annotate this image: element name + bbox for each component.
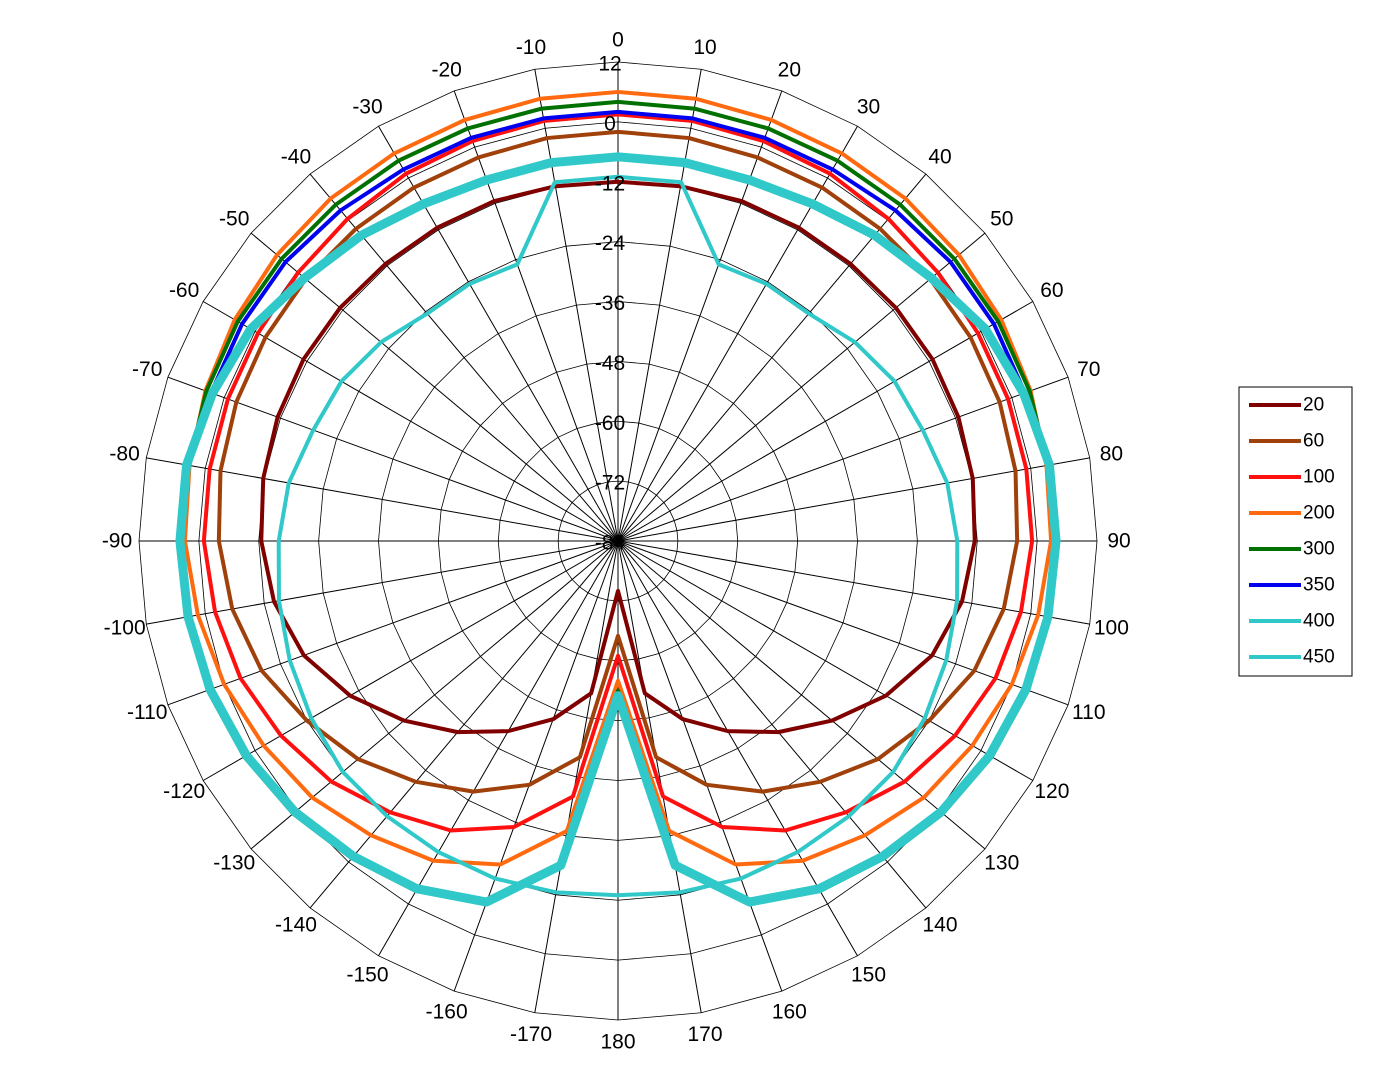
legend-box: [1238, 386, 1353, 677]
angle-tick-label: -20: [431, 59, 461, 82]
series-line-400: [276, 174, 960, 898]
angle-tick-label: -80: [109, 443, 139, 466]
angle-tick-label: 110: [1072, 701, 1105, 724]
angle-tick-label: 130: [984, 852, 1019, 875]
grid-spoke: [617, 125, 858, 542]
legend-label: 350: [1303, 575, 1335, 596]
grid-spoke: [309, 540, 619, 909]
radial-tick-label: 12: [598, 53, 621, 76]
grid-spoke: [617, 457, 1090, 542]
angle-tick-label: 100: [1094, 616, 1129, 639]
radial-tick-label: -24: [595, 232, 626, 255]
angle-tick-label: 150: [851, 963, 886, 986]
grid-spoke: [250, 232, 619, 542]
grid-spoke: [617, 69, 702, 542]
grid-spoke: [202, 301, 619, 542]
grid-spoke: [617, 540, 783, 992]
grid-spoke: [617, 540, 1034, 781]
angle-tick-label: 0: [612, 29, 624, 52]
grid-spoke: [617, 232, 986, 542]
angle-tick-label: -130: [213, 852, 255, 875]
radial-tick-label: 0: [604, 112, 616, 135]
grid-spoke: [146, 457, 619, 542]
grid-spoke: [617, 540, 702, 1013]
grid-spoke: [167, 376, 619, 542]
radial-tick-label: -12: [595, 172, 625, 195]
angle-tick-label: 160: [772, 1000, 807, 1023]
grid-spoke: [534, 540, 619, 1013]
grid-spoke: [453, 90, 619, 542]
radial-tick-labels: 12 0 -12 -24 -36 -48 -60 -72 -84: [595, 53, 626, 555]
legend-label: 450: [1303, 647, 1335, 668]
angle-tick-label: -50: [219, 207, 249, 230]
legend-label: 200: [1303, 503, 1335, 524]
angle-tick-label: -110: [127, 701, 167, 724]
angle-tick-label: -170: [510, 1023, 552, 1046]
angle-tick-label: -150: [346, 963, 388, 986]
legend-label: 20: [1303, 395, 1324, 416]
angle-tick-label: -120: [163, 780, 205, 803]
series-group: [175, 89, 1061, 907]
legend-label: 400: [1303, 611, 1335, 632]
grid-spoke: [617, 540, 927, 909]
angle-tick-label: 10: [693, 36, 716, 59]
angle-tick-label: 20: [778, 59, 801, 82]
angle-tick-label: -90: [102, 530, 132, 553]
angle-tick-label: 180: [600, 1031, 635, 1054]
angle-tick-label: 140: [923, 913, 958, 936]
angle-tick-label: 60: [1040, 279, 1063, 302]
angle-tick-label: -160: [426, 1000, 468, 1023]
grid-spoke: [534, 69, 619, 542]
legend-label: 300: [1303, 539, 1335, 560]
angle-tick-label: 80: [1100, 443, 1123, 466]
series-line-20: [259, 179, 977, 735]
angle-tick-label: -10: [516, 36, 546, 59]
angle-tick-label: 50: [990, 207, 1013, 230]
radial-tick-label: -48: [595, 352, 625, 375]
angle-tick-label: 30: [857, 96, 880, 119]
grid-spoke: [617, 540, 1090, 625]
angle-tick-label: 40: [928, 146, 951, 169]
grid-spoke: [202, 540, 619, 781]
angle-tick-label: -140: [275, 913, 317, 936]
series-line-300: [177, 99, 1059, 905]
series-line-100: [201, 112, 1035, 833]
angle-tick-label: 90: [1107, 530, 1130, 553]
series-line-200: [182, 89, 1054, 867]
angle-tick-label: 70: [1077, 358, 1100, 381]
legend-label: 100: [1303, 467, 1335, 488]
angle-tick-label: 120: [1034, 780, 1069, 803]
grid-spoke: [617, 301, 1034, 542]
angle-tick-label: -30: [352, 96, 382, 119]
angle-tick-label: -60: [169, 279, 199, 302]
angle-tick-label: -40: [281, 146, 311, 169]
polar-grid: [138, 61, 1098, 1021]
grid-spoke: [617, 90, 783, 542]
grid-spoke: [453, 540, 619, 992]
radial-tick-label: -84: [595, 532, 626, 555]
grid-spoke: [617, 540, 1069, 706]
grid-spoke: [378, 125, 619, 542]
radial-tick-label: -60: [595, 412, 625, 435]
legend-label: 60: [1303, 431, 1324, 452]
grid-spoke: [167, 540, 619, 706]
radial-tick-label: -36: [595, 292, 625, 315]
legend: 20 60 100 200 300 350 400 450: [1238, 386, 1353, 677]
grid-spoke: [617, 376, 1069, 542]
angle-tick-label: -70: [132, 358, 162, 381]
angle-tick-label: 170: [687, 1023, 722, 1046]
series-line-60: [216, 129, 1020, 794]
series-line-450: [175, 152, 1061, 907]
angle-tick-labels: 0 102030405060708090100110120130140150160…: [102, 29, 1131, 1054]
angle-tick-label: -100: [104, 616, 146, 639]
radial-tick-label: -72: [595, 472, 625, 495]
grid-spoke: [146, 540, 619, 625]
